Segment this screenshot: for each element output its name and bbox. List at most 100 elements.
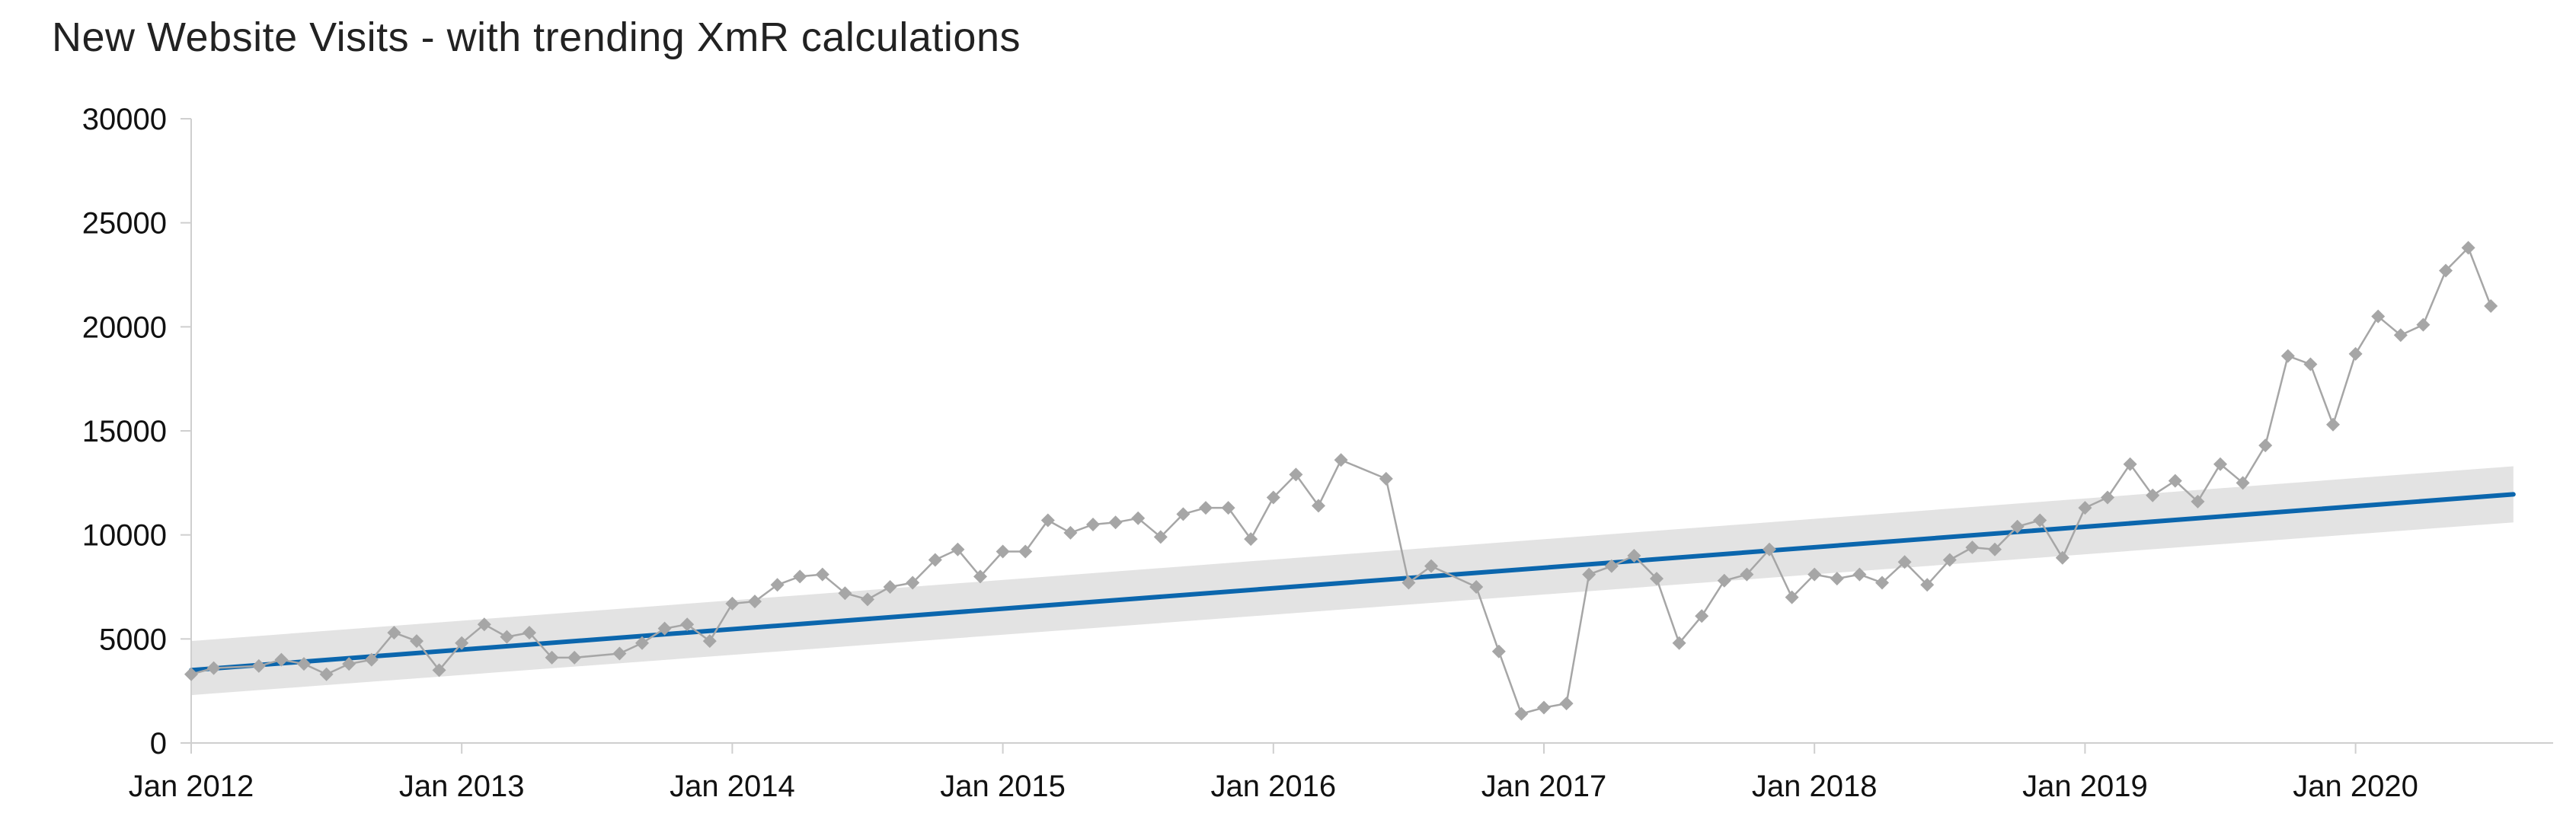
visits-point bbox=[477, 617, 491, 632]
visits-point bbox=[545, 650, 559, 665]
visits-point bbox=[387, 626, 401, 640]
visits-point bbox=[1176, 507, 1191, 521]
visits-point bbox=[1830, 572, 1844, 586]
visits-point bbox=[2348, 346, 2363, 361]
x-tick-label: Jan 2015 bbox=[940, 770, 1066, 803]
visits-point bbox=[274, 652, 289, 667]
visits-point bbox=[2280, 349, 2295, 363]
visits-point bbox=[2055, 550, 2069, 565]
visits-point bbox=[251, 658, 266, 673]
visits-point bbox=[1289, 467, 1303, 482]
visits-point bbox=[206, 661, 221, 675]
visits-point bbox=[410, 634, 423, 649]
visits-point bbox=[2484, 299, 2498, 313]
visits-point bbox=[928, 553, 942, 567]
visits-point bbox=[319, 667, 334, 681]
visits-point bbox=[2326, 417, 2340, 432]
chart-title: New Website Visits - with trending XmR c… bbox=[52, 14, 1021, 60]
trend-line-series bbox=[189, 492, 2516, 673]
visits-point bbox=[2236, 476, 2250, 490]
visits-point bbox=[1108, 515, 1123, 530]
visits-point bbox=[1086, 518, 1100, 531]
visits-point bbox=[1221, 501, 1235, 515]
visits-point bbox=[2123, 457, 2137, 471]
visits-point bbox=[364, 652, 379, 667]
visits-point bbox=[1695, 609, 1709, 623]
visits-point bbox=[680, 617, 695, 632]
visits-point bbox=[973, 569, 987, 584]
visits-point bbox=[883, 580, 897, 594]
x-tick-label: Jan 2013 bbox=[399, 770, 525, 803]
visits-point bbox=[1740, 567, 1754, 582]
visits-point bbox=[1582, 567, 1596, 582]
y-tick-label: 20000 bbox=[82, 311, 167, 344]
visits-point bbox=[1650, 572, 1664, 586]
x-tick-label: Jan 2017 bbox=[1481, 770, 1607, 803]
visits-point bbox=[1537, 700, 1551, 715]
x-tick-label: Jan 2019 bbox=[2022, 770, 2148, 803]
visits-point bbox=[635, 636, 649, 650]
x-axis-tick-labels: Jan 2012 Jan 2013 Jan 2014 Jan 2015 Jan 2016… bbox=[129, 770, 2418, 803]
visits-point bbox=[1559, 697, 1574, 711]
visits-point bbox=[1942, 553, 1957, 567]
visits-point bbox=[815, 567, 829, 582]
visits-point bbox=[1401, 576, 1416, 590]
y-tick-label: 25000 bbox=[82, 207, 167, 241]
visits-point bbox=[500, 630, 514, 644]
visits-point bbox=[432, 663, 446, 678]
visits-point bbox=[1424, 559, 1438, 573]
visits-point bbox=[2393, 328, 2408, 343]
visits-point bbox=[725, 596, 740, 611]
visits-point bbox=[996, 544, 1010, 559]
visits-point bbox=[2101, 490, 2114, 505]
visits-point bbox=[793, 569, 807, 584]
visits-point bbox=[1379, 471, 1393, 486]
visits-point bbox=[1491, 644, 1506, 658]
visits-point bbox=[1244, 532, 1258, 547]
trend-line bbox=[189, 492, 2516, 673]
visits-point bbox=[1514, 706, 1529, 721]
visits-point bbox=[1807, 567, 1822, 582]
visits-point bbox=[2461, 241, 2475, 255]
visits-point bbox=[1672, 636, 1686, 650]
visits-point bbox=[1875, 576, 1889, 590]
visits-point bbox=[1312, 499, 1325, 513]
visits-point bbox=[342, 657, 356, 671]
visits-point bbox=[2258, 438, 2273, 453]
visits-point bbox=[2168, 473, 2182, 488]
visits-point bbox=[1965, 540, 1980, 555]
chart-axes bbox=[181, 118, 2553, 754]
visits-point bbox=[1627, 549, 1641, 563]
visits-point bbox=[2416, 317, 2431, 332]
x-tick-label: Jan 2020 bbox=[2293, 770, 2418, 803]
visits-point bbox=[2213, 457, 2227, 471]
visits-point bbox=[657, 621, 672, 636]
visits-point bbox=[1785, 590, 1799, 604]
visits-point bbox=[2371, 309, 2386, 324]
y-tick-label: 5000 bbox=[99, 623, 167, 656]
visits-point bbox=[184, 667, 198, 681]
y-tick-label: 10000 bbox=[82, 519, 167, 553]
visits-point bbox=[1334, 453, 1348, 467]
visits-point bbox=[1604, 559, 1619, 573]
visits-series bbox=[184, 241, 2498, 721]
y-tick-label: 0 bbox=[150, 727, 167, 760]
visits-point bbox=[567, 650, 582, 665]
visits-point bbox=[2439, 263, 2453, 278]
visits-point bbox=[1763, 542, 1776, 556]
visits-point bbox=[748, 595, 762, 609]
visits-point bbox=[2078, 501, 2092, 515]
visits-point bbox=[951, 542, 965, 556]
x-tick-label: Jan 2018 bbox=[1752, 770, 1878, 803]
visits-point bbox=[906, 576, 920, 590]
visits-point bbox=[1852, 567, 1867, 582]
visits-point bbox=[2010, 519, 2025, 534]
visits-point bbox=[612, 646, 627, 661]
visits-point bbox=[1266, 490, 1280, 505]
visits-point bbox=[1897, 555, 1912, 569]
visits-point bbox=[1469, 580, 1484, 594]
x-tick-label: Jan 2016 bbox=[1211, 770, 1337, 803]
visits-point bbox=[1988, 542, 2002, 556]
y-axis-tick-labels: 30000 25000 20000 15000 10000 5000 0 bbox=[82, 103, 167, 760]
